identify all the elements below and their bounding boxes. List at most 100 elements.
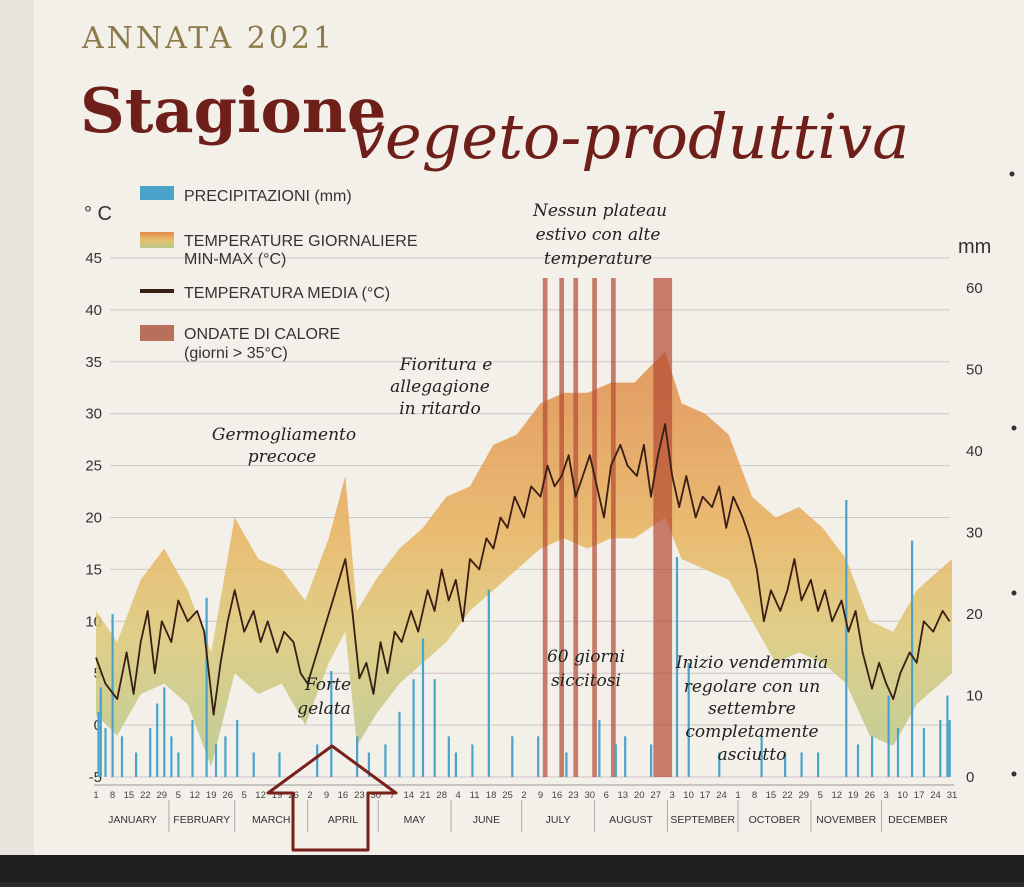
heatwave-bar xyxy=(653,278,673,777)
day-tick-label: 13 xyxy=(618,790,629,801)
day-tick-label: 19 xyxy=(206,790,217,801)
day-tick-label: 19 xyxy=(848,790,859,801)
day-tick-label: 30 xyxy=(371,790,382,801)
legend-swatch-precip xyxy=(140,186,174,200)
page-title-italic: vegeto-produttiva xyxy=(350,100,909,173)
day-tick-label: 15 xyxy=(766,790,777,801)
annotation-fior-1: Fioritura e xyxy=(399,355,493,375)
day-tick-label: 6 xyxy=(604,790,609,801)
precip-bar xyxy=(135,752,138,777)
heatwave-bar xyxy=(592,278,597,777)
page-dot xyxy=(1011,425,1017,431)
day-tick-label: 27 xyxy=(650,790,661,801)
day-tick-label: 24 xyxy=(930,790,941,801)
legend-label-heat-2: (giorni > 35°C) xyxy=(184,345,288,362)
mean-temp-line xyxy=(95,423,951,716)
annotation-germ-1: Germogliamento xyxy=(212,425,356,445)
annotation-vend-2: regolare con un xyxy=(684,677,820,697)
annotation-plat-2: estivo con alte xyxy=(536,225,661,245)
day-tick-label: 16 xyxy=(338,790,349,801)
day-tick-label: 8 xyxy=(752,790,757,801)
temp-band-layer xyxy=(96,351,952,767)
precip-bar xyxy=(316,744,319,777)
annotation-fior-2: allegagione xyxy=(390,377,490,397)
month-label: OCTOBER xyxy=(749,814,801,826)
left-tick-label: 30 xyxy=(85,406,102,423)
right-tick-label: 0 xyxy=(966,769,974,786)
right-axis-label: mm xyxy=(958,236,991,258)
day-tick-label: 12 xyxy=(190,790,201,801)
precip-bar xyxy=(236,720,239,777)
precip-bar xyxy=(800,752,803,777)
precip-bar xyxy=(412,679,415,777)
precip-bar xyxy=(911,540,914,777)
right-tick-label: 10 xyxy=(966,688,983,705)
left-tick-label: 45 xyxy=(85,250,102,267)
annotation-sicc-1: 60 giorni xyxy=(547,647,625,667)
precip-bar xyxy=(624,736,627,778)
day-tick-label: 17 xyxy=(700,790,711,801)
left-tick-label: 15 xyxy=(85,561,102,578)
precip-bar xyxy=(104,728,107,777)
day-tick-label: 1 xyxy=(93,790,98,801)
precip-bar xyxy=(948,720,951,777)
precip-bar xyxy=(170,736,173,778)
book-gutter xyxy=(0,0,34,882)
annotation-plat-1: Nessun plateau xyxy=(532,201,667,221)
day-tick-label: 28 xyxy=(436,790,447,801)
right-tick-label: 50 xyxy=(966,362,983,379)
precip-bar xyxy=(946,695,949,777)
annotations: Germogliamento precoce Fioritura e alleg… xyxy=(212,201,828,765)
left-tick-label: 25 xyxy=(85,458,102,475)
precip-bar xyxy=(447,736,450,778)
left-tick-label: 35 xyxy=(85,354,102,371)
day-tick-label: 20 xyxy=(634,790,645,801)
day-tick-label: 15 xyxy=(124,790,135,801)
heatwave-bar xyxy=(611,278,616,777)
heatwave-bar xyxy=(559,278,564,777)
day-tick-label: 26 xyxy=(222,790,233,801)
legend-swatch-mean xyxy=(140,289,174,293)
day-tick-label: 1 xyxy=(735,790,740,801)
precip-bar xyxy=(224,736,227,778)
day-tick-label: 10 xyxy=(897,790,908,801)
heatwave-layer xyxy=(542,278,673,777)
day-tick-label: 23 xyxy=(354,790,365,801)
mean-temp-layer xyxy=(95,423,951,716)
day-tick-label: 10 xyxy=(683,790,694,801)
table-surface xyxy=(0,855,1024,882)
left-tick-label: 40 xyxy=(85,302,102,319)
annotation-vend-1: Inizio vendemmia xyxy=(675,653,829,673)
precip-bar xyxy=(163,687,166,777)
month-label: DECEMBER xyxy=(888,814,948,826)
day-tick-label: 5 xyxy=(818,790,823,801)
annotation-gelata-1: Forte xyxy=(304,675,351,695)
month-label: FEBRUARY xyxy=(173,814,230,826)
legend-label-precip: PRECIPITAZIONI (mm) xyxy=(184,188,352,205)
day-tick-label: 2 xyxy=(521,790,526,801)
precip-bar xyxy=(421,638,425,777)
precip-bar xyxy=(367,752,370,777)
day-tick-label: 5 xyxy=(242,790,247,801)
legend-swatch-heat xyxy=(140,325,174,341)
page-dot xyxy=(1011,771,1017,777)
precip-bar xyxy=(156,703,159,777)
precip-bar xyxy=(817,752,820,777)
right-tick-label: 60 xyxy=(966,280,983,297)
right-axis-ticks: 0 10 20 30 40 50 60 xyxy=(966,280,983,786)
arrow-outline-icon xyxy=(266,744,398,852)
precip-bar xyxy=(760,736,763,778)
precip-bar xyxy=(896,728,900,777)
precip-bar xyxy=(650,744,653,777)
page-title-main: Stagione xyxy=(80,74,386,147)
day-tick-label: 30 xyxy=(585,790,596,801)
left-tick-label: 20 xyxy=(85,510,102,527)
day-tick-label: 22 xyxy=(782,790,793,801)
precip-bar xyxy=(454,752,457,777)
day-tick-label: 9 xyxy=(538,790,543,801)
precip-bar xyxy=(384,744,387,777)
temp-band-area xyxy=(96,351,952,767)
day-tick-label: 16 xyxy=(552,790,563,801)
day-tick-label: 12 xyxy=(832,790,843,801)
precip-bar xyxy=(99,687,102,777)
